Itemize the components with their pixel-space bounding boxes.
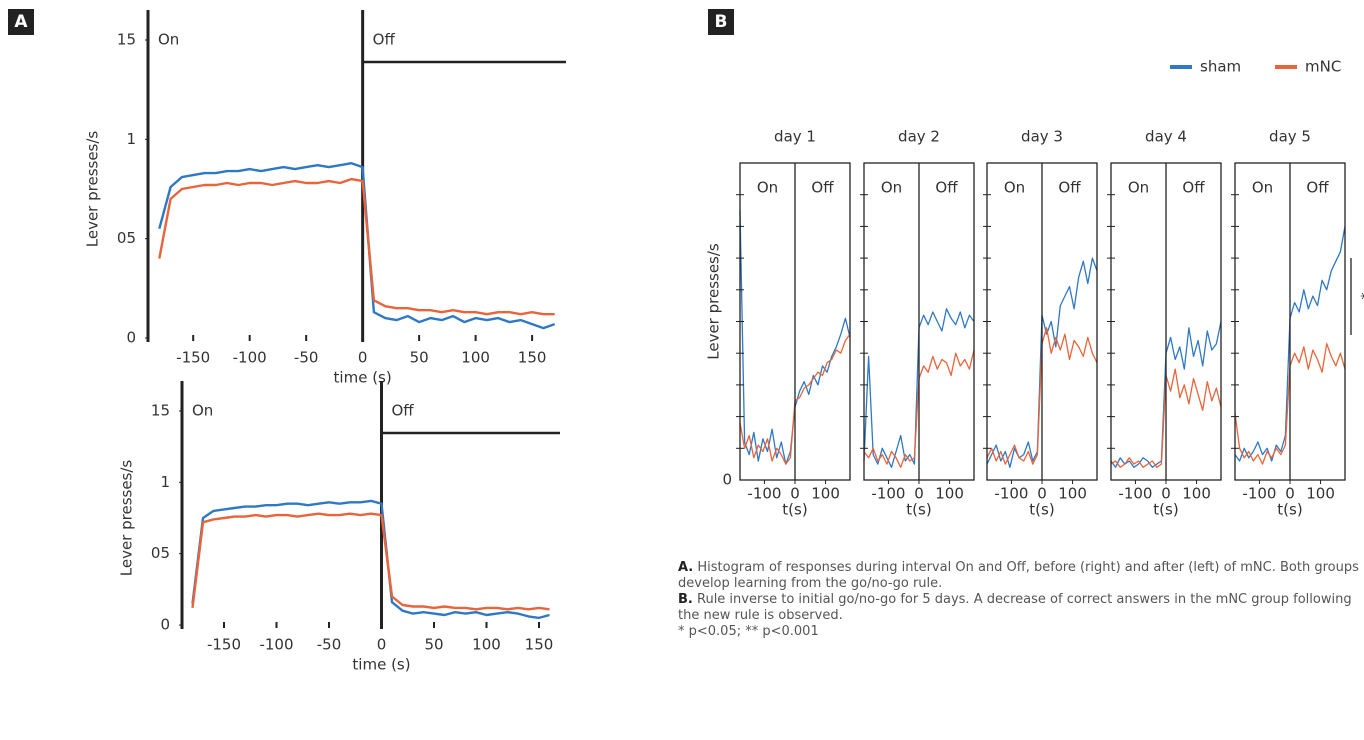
x-tick-label: -100 — [871, 485, 905, 503]
x-tick-label: -100 — [747, 485, 781, 503]
y-axis-label: Lever presses/s — [84, 131, 102, 248]
y-tick-label: 0 — [722, 471, 732, 489]
x-tick-label: 0 — [1161, 485, 1171, 503]
period-label: On — [881, 179, 902, 197]
x-tick-label: -50 — [294, 349, 319, 367]
y-tick-label: 15 — [117, 31, 136, 49]
x-tick-label: 50 — [410, 349, 429, 367]
caption-line: * p<0.05; ** p<0.001 — [678, 624, 1364, 640]
significance-mark: * — [1353, 292, 1364, 300]
x-tick-label: 150 — [525, 636, 554, 654]
x-tick-label: -100 — [259, 636, 293, 654]
series-line — [158, 162, 556, 330]
period-label: Off — [1182, 179, 1205, 197]
x-tick-label: -150 — [207, 636, 241, 654]
panel-label: A — [8, 9, 34, 35]
x-tick-label: -100 — [1118, 485, 1152, 503]
x-tick-label: 100 — [472, 636, 501, 654]
x-tick-label: 100 — [1182, 485, 1211, 503]
caption-text: Histogram of responses during interval O… — [678, 560, 1359, 591]
x-tick-label: 150 — [518, 349, 547, 367]
x-tick-label: 0 — [790, 485, 800, 503]
day-title: day 3 — [1021, 128, 1063, 146]
x-tick-label: 100 — [935, 485, 964, 503]
x-tick-label: 0 — [377, 636, 387, 654]
y-tick-label: 0 — [126, 329, 136, 347]
series-line — [191, 499, 550, 620]
caption-text: Rule inverse to initial go/no-go for 5 d… — [678, 592, 1352, 623]
x-tick-label: 0 — [1037, 485, 1047, 503]
x-tick-label: 0 — [1285, 485, 1295, 503]
day-title: day 2 — [898, 128, 940, 146]
y-tick-label: 1 — [126, 130, 136, 148]
period-label: On — [158, 31, 179, 49]
period-label: Off — [373, 31, 396, 49]
x-tick-label: -100 — [994, 485, 1028, 503]
x-tick-label: 50 — [424, 636, 443, 654]
caption-text: * p<0.05; ** p<0.001 — [678, 624, 819, 639]
x-tick-label: 100 — [1306, 485, 1335, 503]
period-label: Off — [1306, 179, 1329, 197]
period-label: On — [1128, 179, 1149, 197]
period-label: On — [1004, 179, 1025, 197]
caption-line: B. Rule inverse to initial go/no-go for … — [678, 592, 1364, 624]
period-label: Off — [811, 179, 834, 197]
series-line — [158, 177, 555, 316]
y-axis-label: Lever presses/s — [118, 460, 136, 577]
period-label: On — [1252, 179, 1273, 197]
caption: A. Histogram of responses during interva… — [678, 560, 1364, 640]
caption-line: A. Histogram of responses during interva… — [678, 560, 1364, 592]
caption-label: B. — [678, 592, 693, 607]
x-tick-label: 100 — [1058, 485, 1087, 503]
period-label: Off — [1058, 179, 1081, 197]
period-label: On — [757, 179, 778, 197]
period-label: Off — [392, 402, 415, 420]
y-tick-label: 15 — [151, 402, 170, 420]
y-tick-label: 05 — [151, 544, 170, 562]
day-title: day 4 — [1145, 128, 1187, 146]
x-axis-label: t(s) — [906, 501, 931, 519]
day-title: day 1 — [774, 128, 816, 146]
panel-label: B — [708, 9, 734, 35]
x-axis-label: time (s) — [352, 656, 410, 674]
x-axis-label: t(s) — [1029, 501, 1054, 519]
y-axis-label: Lever presses/s — [705, 243, 723, 360]
x-tick-label: 0 — [914, 485, 924, 503]
series-line — [191, 512, 550, 611]
period-label: Off — [935, 179, 958, 197]
x-tick-label: -50 — [317, 636, 342, 654]
x-tick-label: -100 — [1242, 485, 1276, 503]
legend-label: sham — [1200, 58, 1241, 76]
legend-label: mNC — [1305, 58, 1341, 76]
x-tick-label: 0 — [358, 349, 368, 367]
period-label: On — [192, 402, 213, 420]
x-axis-label: t(s) — [782, 501, 807, 519]
x-axis-label: t(s) — [1277, 501, 1302, 519]
x-tick-label: -150 — [176, 349, 210, 367]
y-tick-label: 1 — [160, 473, 170, 491]
y-tick-label: 0 — [160, 616, 170, 634]
y-tick-label: 05 — [117, 229, 136, 247]
x-axis-label: time (s) — [334, 369, 392, 387]
x-tick-label: 100 — [811, 485, 840, 503]
x-axis-label: t(s) — [1153, 501, 1178, 519]
x-tick-label: 100 — [461, 349, 490, 367]
day-title: day 5 — [1269, 128, 1311, 146]
x-tick-label: -100 — [233, 349, 267, 367]
caption-label: A. — [678, 560, 694, 575]
